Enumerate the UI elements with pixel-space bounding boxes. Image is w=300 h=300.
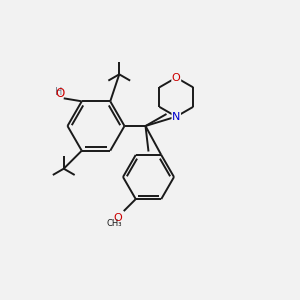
Text: H: H xyxy=(55,87,62,97)
Text: O: O xyxy=(172,73,181,82)
Text: CH₃: CH₃ xyxy=(107,219,122,228)
Text: O: O xyxy=(113,213,122,223)
Text: N: N xyxy=(172,112,180,122)
Text: O: O xyxy=(55,87,64,100)
